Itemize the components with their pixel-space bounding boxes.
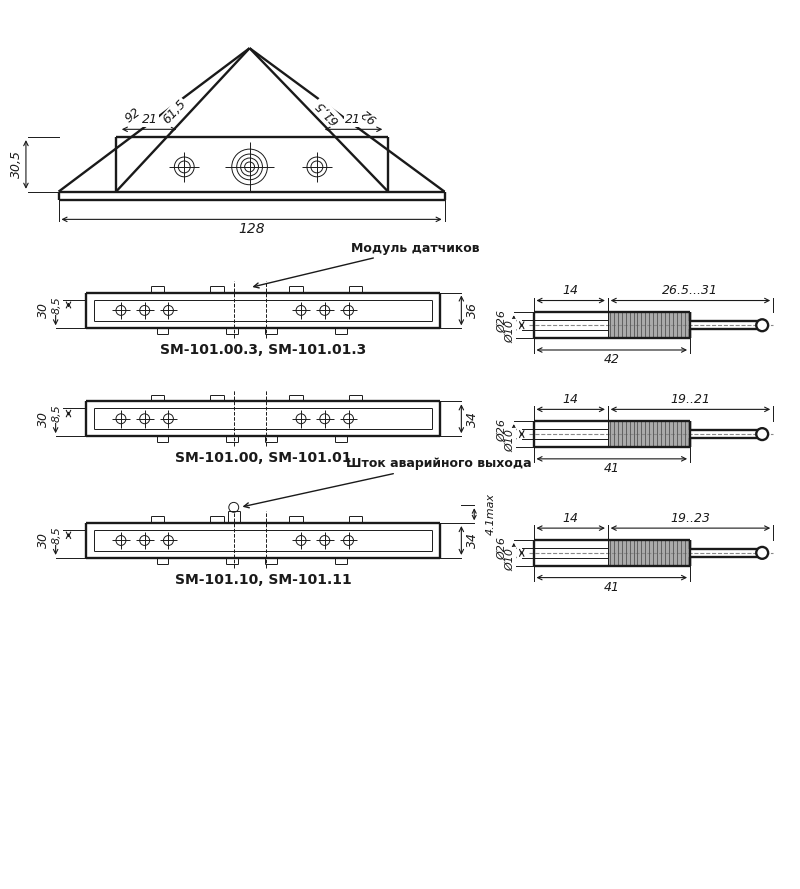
Text: Ø10: Ø10 [505,429,515,452]
Text: 61,5: 61,5 [161,97,189,126]
Text: SM-101.10, SM-101.11: SM-101.10, SM-101.11 [175,573,352,587]
Circle shape [756,319,768,332]
Text: Ø10: Ø10 [505,320,515,343]
Bar [608,540,690,565]
Text: 14: 14 [562,512,578,525]
Text: Ø10: Ø10 [505,548,515,571]
Text: 30: 30 [38,411,50,427]
Bar [608,421,690,447]
Text: 61,5: 61,5 [312,98,341,126]
Text: 26.5...31: 26.5...31 [662,284,718,297]
Text: Ø26: Ø26 [497,309,507,332]
Text: 92: 92 [358,105,379,125]
Text: Ø26: Ø26 [497,538,507,560]
Text: Шток аварийного выхода: Шток аварийного выхода [244,457,531,508]
Text: 42: 42 [604,354,620,366]
Text: 8,5: 8,5 [52,296,62,314]
Text: SM-101.00.3, SM-101.01.3: SM-101.00.3, SM-101.01.3 [160,343,366,357]
Text: 92: 92 [122,105,142,125]
Text: 21: 21 [345,113,361,126]
Text: 30,5: 30,5 [10,150,22,179]
Text: 8,5: 8,5 [52,404,62,422]
Text: Ø26: Ø26 [497,419,507,442]
Text: 21: 21 [142,113,158,126]
Text: 34: 34 [466,533,478,549]
Text: 14: 14 [562,393,578,406]
Text: 41: 41 [604,581,620,594]
Text: Модуль датчиков: Модуль датчиков [254,242,479,288]
Text: 128: 128 [238,222,265,236]
Text: 14: 14 [562,284,578,297]
Text: 19..23: 19..23 [670,512,710,525]
Circle shape [756,547,768,559]
Text: 30: 30 [38,302,50,318]
Text: 30: 30 [38,533,50,549]
Text: SM-101.00, SM-101.01: SM-101.00, SM-101.01 [175,451,352,465]
Text: 19..21: 19..21 [670,393,710,406]
Text: 41: 41 [604,462,620,476]
Text: 4.1max: 4.1max [486,493,496,535]
Bar [608,312,690,338]
Text: 36: 36 [466,302,478,318]
Text: 8,5: 8,5 [52,526,62,544]
Circle shape [756,428,768,440]
Text: 34: 34 [466,411,478,427]
